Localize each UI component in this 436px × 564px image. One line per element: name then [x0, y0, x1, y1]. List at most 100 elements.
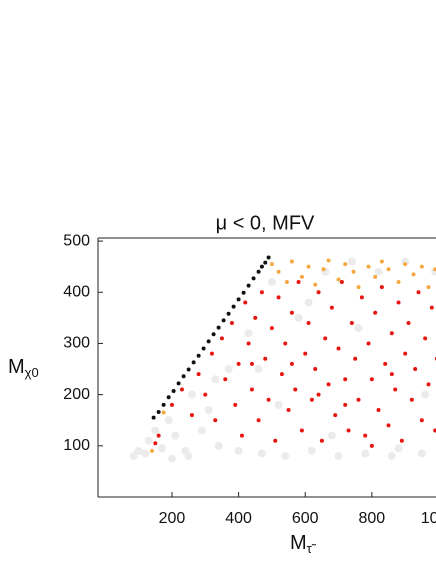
point — [289, 259, 294, 264]
point — [333, 413, 338, 418]
point — [373, 274, 378, 279]
chart-title: μ < 0, MFV — [216, 212, 315, 234]
point — [249, 361, 254, 366]
point — [299, 274, 304, 279]
point — [406, 320, 411, 325]
point — [294, 313, 303, 322]
x-tick-label: 400 — [225, 510, 252, 527]
point — [171, 389, 176, 394]
point — [197, 426, 206, 435]
point — [256, 418, 261, 423]
point — [196, 353, 201, 358]
point — [289, 361, 294, 366]
point — [433, 428, 436, 433]
point — [401, 257, 410, 266]
point — [363, 433, 368, 438]
point — [224, 365, 233, 374]
x-axis-label-main: M — [290, 532, 307, 554]
point — [263, 356, 268, 361]
point — [399, 438, 404, 443]
point — [306, 320, 311, 325]
point — [161, 410, 166, 415]
point — [204, 405, 213, 414]
point — [156, 410, 161, 415]
y-tick-label: 100 — [63, 437, 90, 454]
point — [379, 285, 384, 290]
point — [244, 329, 253, 338]
point — [276, 295, 281, 300]
point — [129, 452, 138, 461]
x-tick-label: 600 — [292, 510, 319, 527]
point — [221, 318, 226, 323]
point — [187, 390, 196, 399]
y-tick-label: 500 — [63, 232, 90, 249]
point — [254, 365, 263, 374]
point — [246, 341, 251, 346]
point — [296, 280, 301, 285]
point — [353, 356, 358, 361]
point — [149, 448, 154, 453]
point — [206, 339, 211, 344]
point — [266, 397, 271, 402]
point — [373, 310, 378, 315]
point — [343, 262, 348, 267]
point — [239, 433, 244, 438]
point — [236, 361, 241, 366]
point — [433, 267, 436, 272]
point — [223, 377, 228, 382]
point — [356, 285, 361, 290]
point — [166, 395, 171, 400]
point — [374, 267, 383, 276]
point — [243, 300, 248, 305]
point — [327, 431, 336, 440]
point — [343, 377, 348, 382]
point — [273, 438, 278, 443]
x-tick-label: 800 — [359, 510, 386, 527]
point — [336, 346, 341, 351]
point — [251, 276, 256, 281]
point — [394, 444, 403, 453]
point — [386, 423, 391, 428]
point — [396, 300, 401, 305]
point — [176, 381, 181, 386]
point — [426, 382, 431, 387]
point — [141, 449, 150, 458]
point — [289, 310, 294, 315]
point — [349, 320, 354, 325]
point — [293, 387, 298, 392]
point — [144, 436, 153, 445]
point — [171, 431, 180, 440]
point — [281, 452, 290, 461]
point — [334, 452, 343, 461]
point — [263, 260, 268, 265]
x-axis-label-sub: τ̃ — [307, 541, 317, 556]
point — [279, 372, 284, 377]
point — [284, 280, 289, 285]
point — [219, 336, 224, 341]
point — [376, 407, 381, 412]
y-tick-label: 200 — [63, 386, 90, 403]
point — [403, 351, 408, 356]
point — [269, 326, 274, 331]
point — [389, 331, 394, 336]
point — [343, 402, 348, 407]
point — [226, 311, 231, 316]
point — [429, 305, 434, 310]
point — [396, 280, 401, 285]
point — [169, 402, 174, 407]
point — [269, 262, 274, 267]
point — [303, 351, 308, 356]
point — [229, 320, 234, 325]
point — [316, 290, 321, 295]
point — [209, 351, 214, 356]
point — [306, 264, 311, 269]
point — [274, 400, 283, 409]
point — [167, 454, 176, 463]
point — [389, 372, 394, 377]
point — [356, 397, 361, 402]
point — [249, 387, 254, 392]
point — [369, 443, 374, 448]
point — [347, 257, 356, 266]
y-axis-label-main: M — [8, 356, 25, 378]
